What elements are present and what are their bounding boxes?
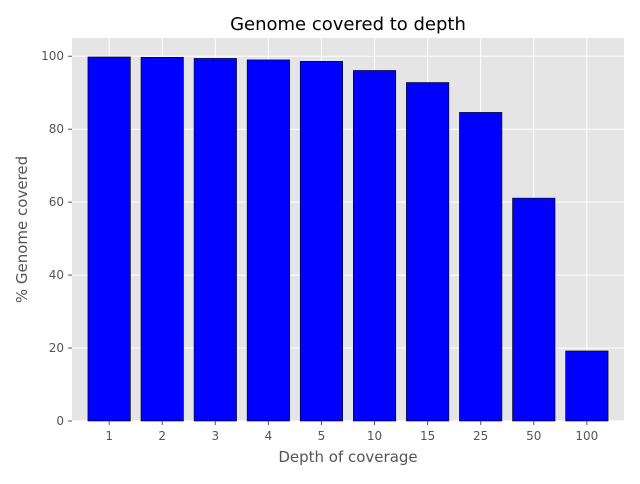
x-tick-label: 10 <box>367 429 382 443</box>
bar-depth-10 <box>353 70 397 422</box>
bar-depth-50 <box>512 197 556 422</box>
bar-depth-3 <box>193 58 237 422</box>
y-tick-label: 100 <box>41 49 64 63</box>
x-tick-label: 4 <box>265 429 273 443</box>
y-axis-ticks: 0 20 40 60 80 100 <box>41 49 72 428</box>
x-axis-ticks: 1 2 3 4 5 10 15 25 50 100 <box>105 421 598 443</box>
y-tick-label: 20 <box>49 341 64 355</box>
x-tick-label: 3 <box>211 429 219 443</box>
x-tick-label: 15 <box>420 429 435 443</box>
x-tick-label: 5 <box>318 429 326 443</box>
y-tick-label: 60 <box>49 195 64 209</box>
y-tick-label: 80 <box>49 122 64 136</box>
y-tick-label: 40 <box>49 268 64 282</box>
bar-depth-25 <box>459 112 503 422</box>
x-tick-label: 100 <box>575 429 598 443</box>
bar-depth-4 <box>246 59 290 422</box>
x-tick-label: 2 <box>158 429 166 443</box>
chart-title: Genome covered to depth <box>230 14 466 35</box>
x-tick-label: 25 <box>473 429 488 443</box>
x-axis-label: Depth of coverage <box>278 448 417 466</box>
x-tick-label: 50 <box>526 429 541 443</box>
y-tick-label: 0 <box>56 414 64 428</box>
x-tick-label: 1 <box>105 429 113 443</box>
y-axis-label: % Genome covered <box>13 156 31 303</box>
bar-depth-100 <box>565 350 609 422</box>
bar-depth-2 <box>140 57 184 422</box>
bars <box>87 56 609 422</box>
bar-depth-15 <box>406 82 450 422</box>
bar-depth-5 <box>299 61 343 422</box>
bar-depth-1 <box>87 56 131 422</box>
